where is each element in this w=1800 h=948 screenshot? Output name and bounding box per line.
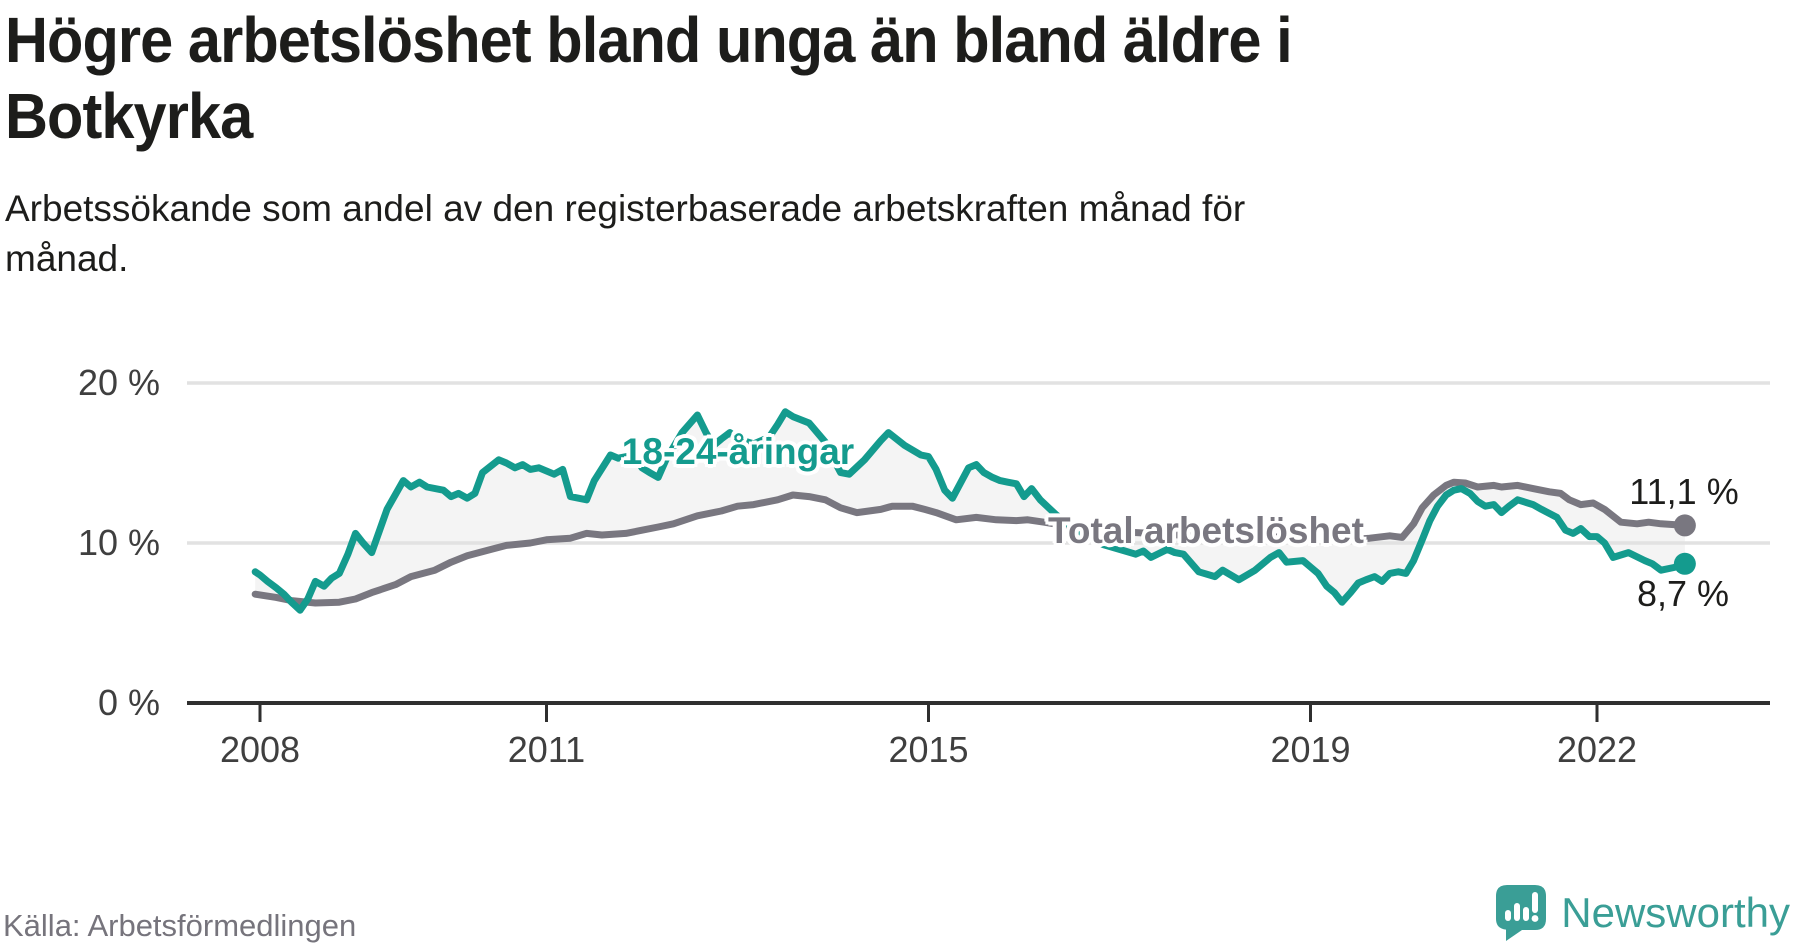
x-axis-label-2011: 2011	[507, 729, 586, 770]
chart-subtitle: Arbetssökande som andel av den registerb…	[5, 184, 1245, 284]
total-series-line	[251, 478, 1689, 607]
total-series-end-dot	[1673, 514, 1696, 537]
series-label-total: Total arbetslöshet	[1048, 510, 1364, 551]
end-value-label-young: 8,7 %	[1636, 573, 1730, 614]
chart-title-line2: Botkyrka	[5, 80, 253, 152]
y-axis-label-10: 10 %	[77, 522, 160, 563]
chart-subtitle-line2: månad.	[5, 238, 129, 279]
y-axis-label-20: 20 %	[77, 362, 160, 403]
newsworthy-brand-text: Newsworthy	[1561, 889, 1790, 936]
newsworthy-logo-icon	[1496, 885, 1547, 941]
x-axis-label-2022: 2022	[1556, 729, 1638, 770]
end-value-label-total: 11,1 %	[1629, 471, 1739, 512]
chart-title: Högre arbetslöshet bland unga än bland ä…	[5, 2, 1293, 154]
x-axis-label-2008: 2008	[219, 729, 301, 770]
chart-subtitle-line1: Arbetssökande som andel av den registerb…	[5, 188, 1246, 229]
series-label-young: 18-24-åringar	[621, 431, 855, 472]
chart-title-line1: Högre arbetslöshet bland unga än bland ä…	[5, 4, 1293, 76]
y-axis-label-0: 0 %	[97, 682, 160, 723]
source-attribution: Källa: Arbetsförmedlingen	[3, 908, 357, 943]
newsworthy-brand: Newsworthy	[1495, 884, 1790, 942]
x-axis-label-2015: 2015	[888, 729, 969, 770]
young-series-line	[251, 408, 1689, 614]
young-series-end-dot	[1673, 552, 1696, 575]
between-series-fill	[255, 411, 1685, 611]
x-axis-label-2019: 2019	[1270, 729, 1351, 770]
